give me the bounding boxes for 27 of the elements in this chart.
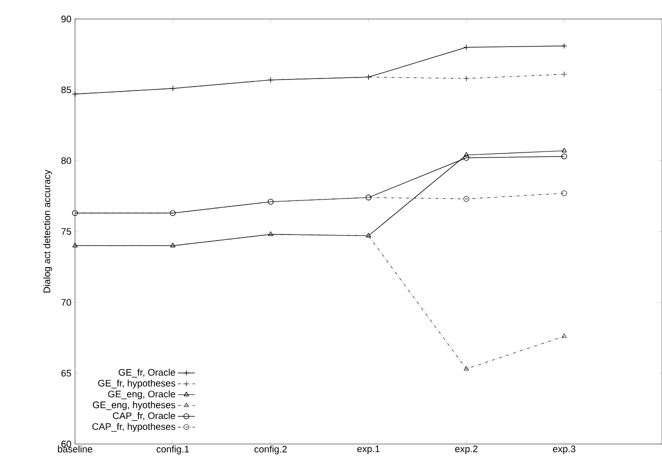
point: [463, 76, 470, 82]
point: [561, 190, 568, 196]
x-tick-label: exp.1: [357, 446, 380, 454]
legend-label: GE_fr, hypotheses: [98, 380, 176, 388]
point: [562, 333, 567, 338]
y-tick-label: 75: [61, 228, 72, 235]
x-tick-label: exp.3: [553, 446, 576, 454]
y-axis-title: Dialog act detection accuracy: [43, 170, 52, 293]
point: [464, 366, 469, 371]
point: [463, 154, 470, 161]
y-tick-label: 70: [61, 298, 72, 306]
point: [464, 152, 469, 157]
point: [463, 196, 470, 202]
x-tick-label: config.1: [156, 446, 189, 454]
legend-label: CAP_fr, hypotheses: [92, 422, 176, 432]
y-tick-label: 65: [61, 370, 72, 377]
legend-label: GE_fr, Oracle: [118, 368, 176, 378]
y-tick-label: 60: [61, 440, 72, 448]
x-tick-label: baseline: [58, 446, 92, 452]
y-tick-label: 90: [61, 16, 72, 22]
legend-label: CAP_fr, Oracle: [112, 412, 176, 421]
y-tick-label: 85: [61, 86, 72, 94]
y-tick-label: 80: [61, 157, 72, 164]
legend-label: GE_eng, hyotheses: [92, 401, 176, 410]
legend-label: GE_eng, Oracle: [108, 390, 176, 400]
x-tick-label: exp.2: [455, 446, 478, 454]
x-tick-label: config.2: [254, 446, 287, 454]
